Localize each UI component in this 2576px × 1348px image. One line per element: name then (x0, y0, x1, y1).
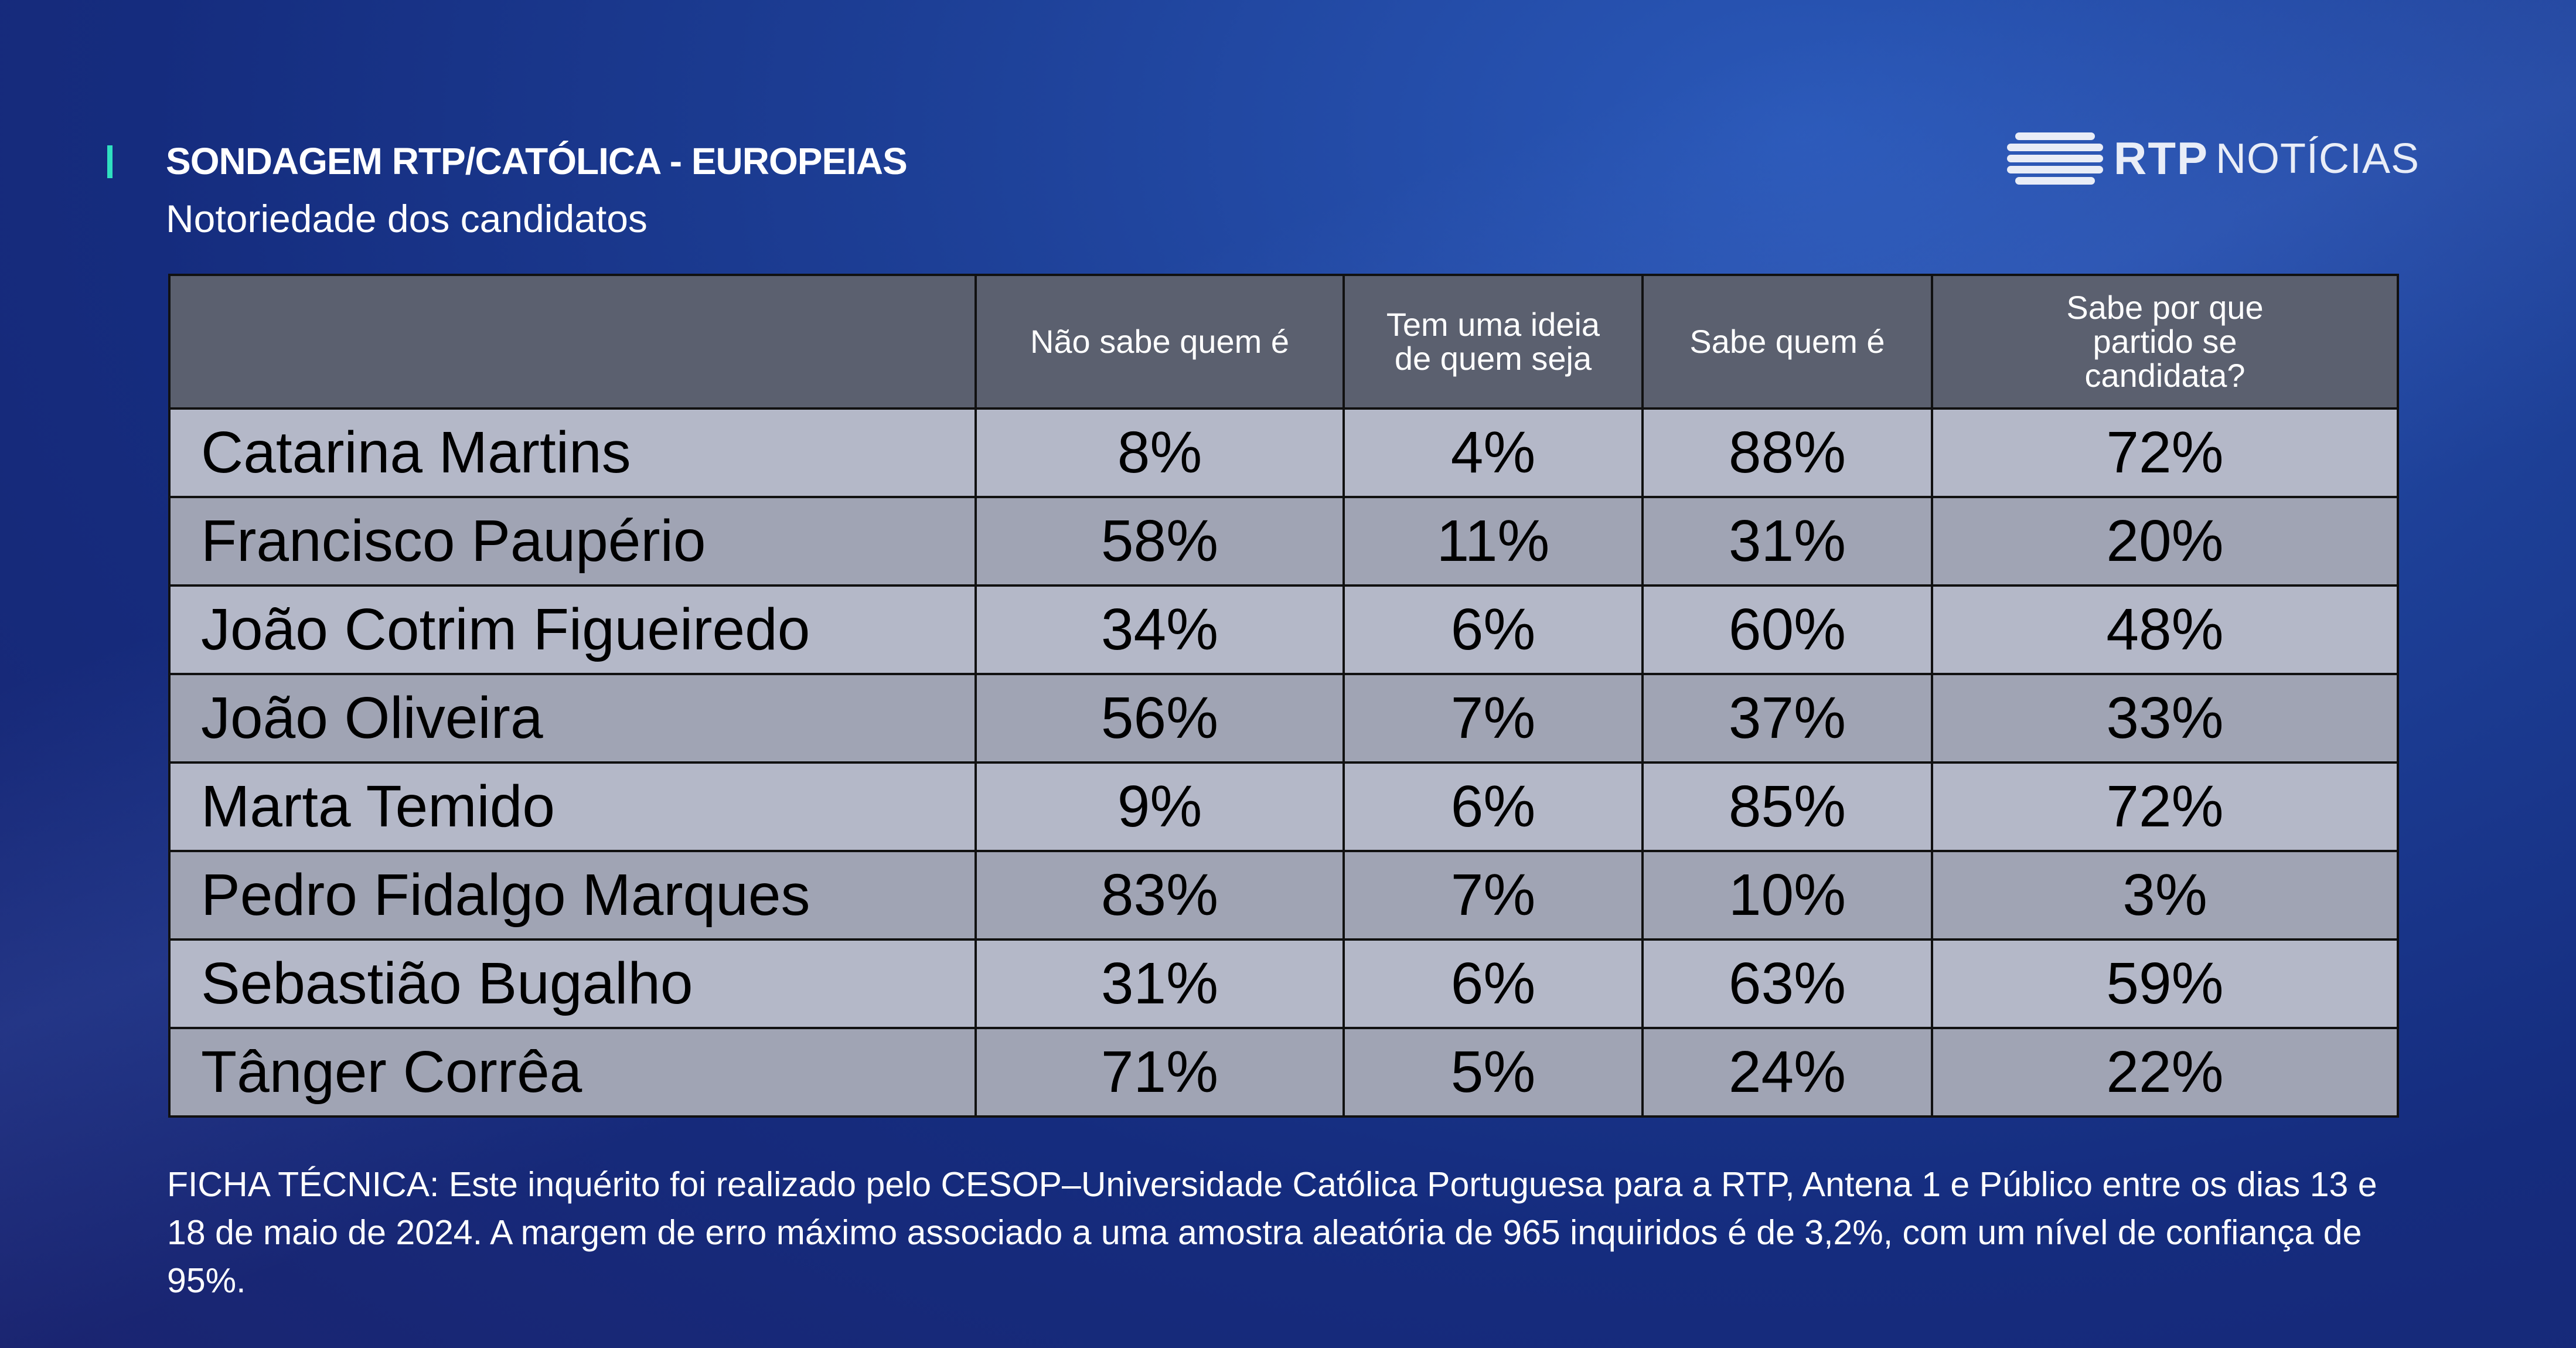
table-row: João Oliveira 56% 7% 37% 33% (168, 673, 2399, 764)
column-header-nao-sabe: Não sabe quem é (974, 274, 1345, 410)
percentage-cell: 56% (974, 673, 1345, 764)
column-header-partido: Sabe por que partido se candidata? (1931, 274, 2399, 410)
table-row: Pedro Fidalgo Marques 83% 7% 10% 3% (168, 850, 2399, 941)
percentage-cell: 37% (1641, 673, 1933, 764)
table-row: Catarina Martins 8% 4% 88% 72% (168, 407, 2399, 498)
percentage-cell: 58% (974, 496, 1345, 587)
percentage-cell: 7% (1342, 850, 1644, 941)
column-header-candidate (168, 274, 977, 410)
candidate-name: Sebastião Bugalho (168, 938, 977, 1029)
percentage-cell: 3% (1931, 850, 2399, 941)
percentage-cell: 88% (1641, 407, 1933, 498)
percentage-cell: 24% (1641, 1027, 1933, 1118)
technical-note: FICHA TÉCNICA: Este inquérito foi realiz… (167, 1165, 2377, 1300)
column-header-sabe: Sabe quem é (1641, 274, 1933, 410)
percentage-cell: 9% (974, 761, 1345, 852)
percentage-cell: 31% (1641, 496, 1933, 587)
table-row: Tânger Corrêa 71% 5% 24% 22% (168, 1027, 2399, 1118)
percentage-cell: 20% (1931, 496, 2399, 587)
percentage-cell: 31% (974, 938, 1345, 1029)
table-row: Marta Temido 9% 6% 85% 72% (168, 761, 2399, 852)
percentage-cell: 10% (1641, 850, 1933, 941)
candidate-name: Marta Temido (168, 761, 977, 852)
logo-product: NOTÍCIAS (2216, 135, 2420, 182)
percentage-cell: 48% (1931, 584, 2399, 675)
percentage-cell: 6% (1342, 584, 1644, 675)
percentage-cell: 34% (974, 584, 1345, 675)
percentage-cell: 6% (1342, 938, 1644, 1029)
table-header-row: Não sabe quem é Tem uma ideia de quem se… (168, 274, 2399, 410)
candidate-notoriety-table: Não sabe quem é Tem uma ideia de quem se… (168, 274, 2399, 1118)
percentage-cell: 72% (1931, 407, 2399, 498)
percentage-cell: 6% (1342, 761, 1644, 852)
percentage-cell: 7% (1342, 673, 1644, 764)
percentage-cell: 63% (1641, 938, 1933, 1029)
percentage-cell: 33% (1931, 673, 2399, 764)
candidate-name: Catarina Martins (168, 407, 977, 498)
candidate-name: Pedro Fidalgo Marques (168, 850, 977, 941)
column-header-tem-ideia: Tem uma ideia de quem seja (1342, 274, 1644, 410)
percentage-cell: 59% (1931, 938, 2399, 1029)
percentage-cell: 83% (974, 850, 1345, 941)
table-row: Sebastião Bugalho 31% 6% 63% 59% (168, 938, 2399, 1029)
percentage-cell: 85% (1641, 761, 1933, 852)
candidate-name: Francisco Paupério (168, 496, 977, 587)
logo-brand: RTP (2114, 132, 2209, 184)
percentage-cell: 22% (1931, 1027, 2399, 1118)
candidate-name: Tânger Corrêa (168, 1027, 977, 1118)
candidate-name: João Cotrim Figueiredo (168, 584, 977, 675)
percentage-cell: 72% (1931, 761, 2399, 852)
table-row: Francisco Paupério 58% 11% 31% 20% (168, 496, 2399, 587)
percentage-cell: 11% (1342, 496, 1644, 587)
rtp-noticias-logo: RTP NOTÍCIAS (2007, 132, 2420, 185)
candidate-name: João Oliveira (168, 673, 977, 764)
page-subtitle: Notoriedade dos candidatos (166, 197, 648, 240)
percentage-cell: 8% (974, 407, 1345, 498)
percentage-cell: 5% (1342, 1027, 1644, 1118)
percentage-cell: 60% (1641, 584, 1933, 675)
page-title: SONDAGEM RTP/CATÓLICA - EUROPEIAS (166, 140, 908, 182)
percentage-cell: 4% (1342, 407, 1644, 498)
table-row: João Cotrim Figueiredo 34% 6% 60% 48% (168, 584, 2399, 675)
percentage-cell: 71% (974, 1027, 1345, 1118)
title-accent-bar (107, 145, 113, 178)
rtp-stripes-icon (2007, 132, 2103, 185)
